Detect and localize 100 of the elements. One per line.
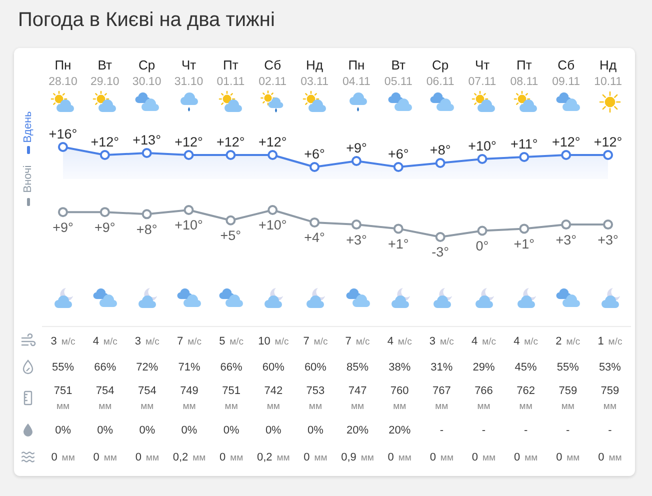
text: 38% — [388, 362, 411, 374]
text: 0,9 мм — [341, 452, 374, 464]
text: 747 мм — [348, 385, 367, 412]
x-tick-label: Чт 07.11 — [468, 58, 496, 88]
data-label: +10° — [174, 218, 203, 233]
point — [268, 205, 278, 215]
text: 4 м/с — [92, 336, 118, 348]
text: 60% — [262, 362, 284, 374]
text: 3 м/с — [50, 336, 76, 348]
point — [226, 215, 236, 226]
x-tick-label: Чт 31.10 — [174, 58, 204, 88]
text: 2 м/с — [556, 336, 580, 348]
point — [603, 220, 614, 230]
point — [184, 150, 194, 160]
text: 0,2 мм — [256, 452, 290, 464]
point — [561, 220, 572, 230]
x-tick-label: Вт 29.10 — [90, 58, 120, 88]
data-label: 0° — [476, 238, 489, 254]
text: 55% — [52, 362, 74, 374]
text: 45% — [514, 362, 537, 374]
point — [393, 224, 404, 234]
text: - — [482, 424, 486, 436]
data-label: +5° — [220, 228, 242, 244]
text: 10 м/с — [258, 336, 289, 348]
point — [100, 207, 110, 218]
text: 0% — [308, 424, 324, 436]
x-tick-label: Вт 05.11 — [384, 58, 412, 88]
x-tick-label: Пт 01.11 — [216, 58, 245, 88]
data-label: +12° — [174, 134, 203, 150]
data-label: +9° — [346, 140, 367, 156]
text: 759 мм — [558, 385, 578, 412]
point — [477, 154, 488, 164]
text: 0 мм — [514, 452, 538, 464]
text: 0 мм — [472, 452, 496, 464]
point — [603, 150, 614, 160]
data-label: +12° — [552, 134, 580, 150]
data-label: +8° — [136, 222, 158, 237]
point — [351, 220, 362, 230]
point — [268, 150, 278, 160]
data-label: +4° — [304, 230, 325, 246]
point — [58, 207, 68, 218]
point — [100, 150, 110, 160]
point — [310, 217, 320, 228]
point — [142, 209, 152, 220]
text: 0% — [139, 424, 156, 436]
data-label: +12° — [90, 134, 120, 150]
text: 753 мм — [306, 385, 325, 412]
text: 0% — [265, 424, 282, 436]
text: 742 мм — [264, 385, 283, 412]
data-label: +9° — [52, 220, 74, 235]
data-label: +10° — [468, 138, 496, 154]
text: 3 м/с — [134, 336, 160, 348]
x-tick-label: Пт 08.11 — [510, 58, 538, 88]
text: Вдень — [22, 110, 34, 143]
point — [393, 162, 404, 172]
text: 0% — [55, 424, 71, 436]
text: 0 мм — [556, 452, 580, 464]
x-tick-label: Пн 28.10 — [48, 58, 78, 88]
x-tick-label: Пн 04.11 — [342, 58, 370, 88]
text: 749 мм — [180, 385, 198, 412]
text: 762 мм — [516, 385, 535, 412]
text: 20% — [388, 424, 411, 436]
data-label: +6° — [388, 146, 409, 162]
point — [184, 205, 194, 215]
text: 85% — [346, 362, 369, 374]
text: 766 мм — [474, 385, 493, 412]
text: 7 м/с — [303, 336, 328, 348]
text: 0% — [223, 424, 240, 436]
data-label: +9° — [94, 220, 116, 235]
text: - — [524, 424, 528, 436]
text: 759 мм — [600, 385, 620, 412]
text: 751 мм — [54, 385, 72, 412]
chart-title: Погода в Києві на два тижні — [18, 8, 275, 32]
data-label: -3° — [432, 244, 450, 260]
text: 66% — [220, 362, 242, 374]
text: - — [440, 424, 444, 436]
text: 0 мм — [304, 452, 328, 464]
point — [561, 150, 572, 160]
text: 760 мм — [390, 385, 409, 412]
text: 754 мм — [138, 385, 156, 412]
text: 60% — [304, 362, 326, 374]
data-label: +3° — [346, 232, 367, 248]
data-label: +3° — [598, 232, 618, 248]
text: 0 мм — [93, 452, 117, 464]
point — [435, 158, 446, 168]
text: 0 мм — [51, 452, 75, 464]
text: 71% — [178, 362, 200, 374]
text: 0,2 мм — [172, 452, 206, 464]
text: 0 мм — [388, 452, 412, 464]
text: 53% — [598, 362, 621, 374]
text: 66% — [94, 362, 116, 374]
data-label: +12° — [594, 134, 622, 150]
point — [435, 232, 446, 242]
text: 55% — [556, 362, 579, 374]
text: 29% — [472, 362, 495, 374]
text: 0 мм — [430, 452, 454, 464]
data-label: +11° — [510, 136, 538, 152]
text: 0 мм — [135, 452, 159, 464]
point — [477, 226, 488, 236]
x-tick-label: Сб 09.11 — [552, 58, 580, 88]
